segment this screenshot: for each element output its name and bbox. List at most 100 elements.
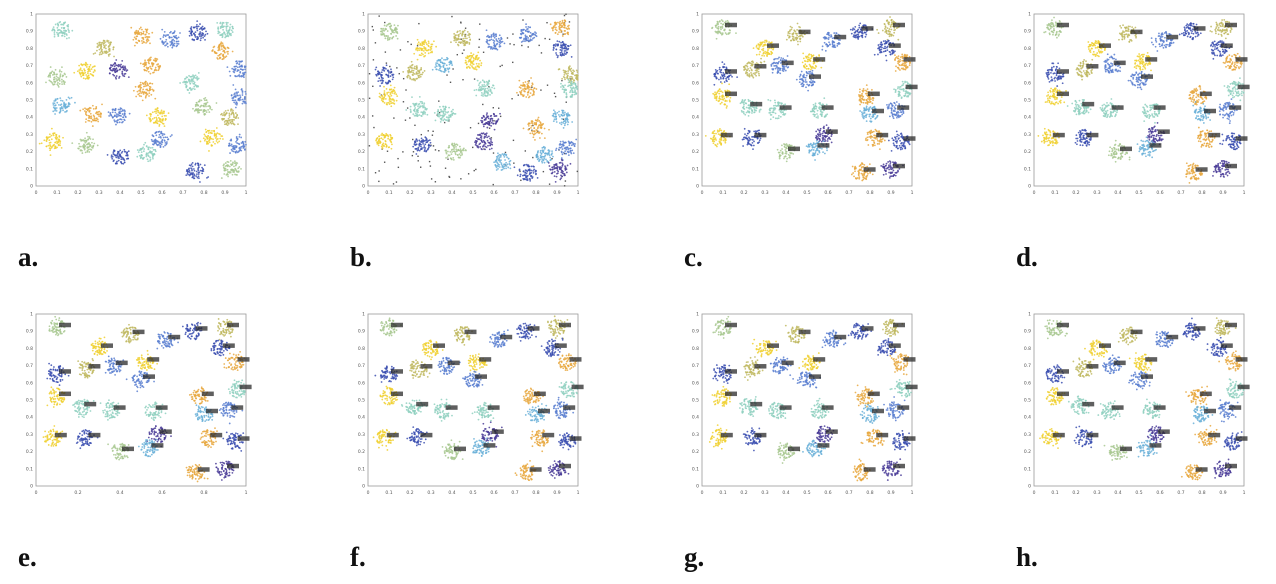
- data-point: [385, 132, 388, 135]
- data-point: [147, 160, 150, 163]
- data-point: [238, 135, 241, 138]
- data-point: [551, 150, 553, 153]
- cluster: [552, 40, 573, 59]
- data-point: [45, 81, 47, 84]
- data-point: [413, 52, 416, 55]
- data-point: [788, 35, 791, 38]
- data-point: [480, 64, 483, 67]
- cluster: [150, 130, 173, 149]
- data-point: [51, 70, 54, 73]
- data-point: [100, 53, 103, 56]
- data-point: [564, 49, 567, 52]
- noise-point: [429, 165, 432, 167]
- data-point: [485, 114, 488, 116]
- data-point: [188, 174, 191, 177]
- data-point: [450, 157, 453, 160]
- data-point: [717, 25, 720, 28]
- data-point: [68, 31, 70, 34]
- data-point: [482, 125, 485, 128]
- data-point: [727, 21, 730, 24]
- data-point: [111, 116, 114, 119]
- data-point: [189, 80, 192, 82]
- data-point: [166, 136, 169, 139]
- data-point: [160, 109, 163, 112]
- data-point: [829, 43, 831, 46]
- data-point: [550, 172, 553, 175]
- data-point: [859, 28, 862, 31]
- data-point: [175, 37, 178, 39]
- data-point: [423, 45, 425, 48]
- data-point: [113, 119, 116, 122]
- data-point: [377, 70, 379, 73]
- data-point: [452, 156, 455, 159]
- data-point: [824, 49, 827, 52]
- data-point: [106, 154, 109, 156]
- data-point: [54, 145, 57, 148]
- data-point: [794, 32, 797, 35]
- x-tick-label: 0.7: [845, 190, 852, 196]
- data-point: [416, 110, 418, 113]
- data-point: [377, 80, 380, 82]
- data-point: [119, 108, 121, 111]
- data-point: [60, 146, 63, 149]
- data-point: [727, 78, 730, 81]
- data-point: [505, 165, 508, 167]
- noise-point: [461, 52, 464, 55]
- noise-point: [548, 183, 551, 185]
- data-point: [859, 31, 862, 33]
- cluster: [551, 109, 574, 129]
- noise-point: [522, 19, 524, 21]
- data-point: [486, 41, 488, 44]
- data-point: [151, 134, 154, 137]
- data-point: [409, 65, 412, 68]
- data-point: [223, 123, 226, 126]
- data-point: [484, 133, 487, 135]
- data-point: [532, 171, 535, 174]
- data-point: [64, 32, 66, 35]
- data-point: [552, 114, 555, 117]
- data-point: [549, 159, 552, 162]
- data-point: [892, 20, 895, 23]
- data-point: [407, 74, 409, 77]
- data-point: [78, 142, 80, 145]
- data-point: [567, 70, 570, 72]
- data-point: [118, 77, 120, 79]
- data-point: [240, 75, 243, 78]
- data-point: [121, 59, 124, 62]
- data-point: [566, 120, 569, 122]
- data-point: [391, 92, 394, 94]
- data-point: [549, 156, 552, 159]
- data-point: [218, 56, 221, 59]
- data-point: [561, 143, 564, 146]
- data-point: [443, 58, 445, 61]
- data-point: [107, 46, 110, 48]
- data-point: [573, 145, 576, 148]
- data-point: [395, 93, 398, 96]
- data-point: [420, 54, 422, 57]
- data-point: [529, 92, 532, 95]
- data-point: [83, 144, 86, 147]
- data-point: [228, 165, 231, 168]
- data-point: [567, 45, 570, 48]
- data-point: [207, 135, 209, 137]
- data-point: [562, 122, 565, 124]
- data-point: [452, 144, 455, 147]
- data-point: [481, 145, 484, 148]
- data-point: [54, 98, 57, 101]
- data-point: [539, 137, 541, 139]
- data-point: [154, 148, 157, 151]
- data-point: [762, 45, 764, 48]
- y-tick-label: 0.7: [26, 63, 33, 69]
- data-point: [225, 27, 228, 29]
- data-point: [60, 78, 63, 81]
- data-point: [476, 79, 479, 82]
- data-point: [465, 149, 467, 152]
- data-point: [530, 169, 533, 172]
- data-point: [762, 47, 765, 50]
- data-point: [412, 74, 414, 77]
- data-point: [865, 33, 868, 36]
- data-point: [85, 131, 88, 134]
- data-point: [445, 157, 447, 159]
- data-point: [555, 52, 557, 54]
- data-point: [483, 140, 486, 143]
